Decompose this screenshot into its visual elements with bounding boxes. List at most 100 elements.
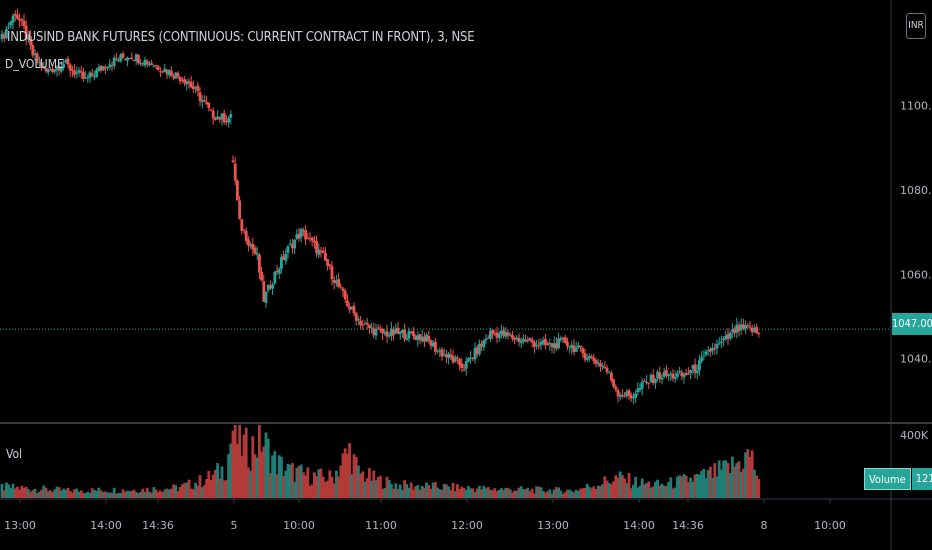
volume-bar xyxy=(724,460,728,498)
candle-body xyxy=(354,313,358,321)
volume-bar xyxy=(84,493,87,498)
volume-bar xyxy=(513,490,516,498)
candle-body xyxy=(601,365,604,367)
candle-body xyxy=(24,25,28,40)
candle-body xyxy=(165,70,169,75)
candle-body xyxy=(755,327,758,333)
volume-bar xyxy=(242,434,246,498)
volume-bar xyxy=(227,454,230,498)
volume-bar xyxy=(416,485,420,498)
volume-bar xyxy=(5,482,8,498)
candle-body xyxy=(308,237,312,239)
candle-body xyxy=(687,373,690,375)
candle-body xyxy=(88,72,92,78)
candle-body xyxy=(55,66,59,70)
candle-body xyxy=(522,338,525,342)
candle-body xyxy=(227,118,230,123)
volume-bar xyxy=(275,474,279,498)
volume-bar xyxy=(319,468,323,498)
candle-body xyxy=(2,34,6,39)
volume-bar xyxy=(700,470,703,498)
candle-body xyxy=(616,390,620,397)
candle-body xyxy=(412,331,415,336)
candle-body xyxy=(535,344,538,346)
volume-bar xyxy=(258,425,261,498)
volume-bar xyxy=(414,486,417,498)
candle-body xyxy=(596,362,600,365)
volume-bar xyxy=(57,487,61,498)
candle-body xyxy=(280,257,283,269)
volume-bar xyxy=(99,490,103,498)
volume-bar xyxy=(130,490,134,498)
candle-body xyxy=(669,373,673,375)
volume-bar xyxy=(667,482,670,498)
volume-bar xyxy=(387,480,391,498)
candle-body xyxy=(709,349,712,352)
currency-badge[interactable]: INR xyxy=(906,13,926,39)
volume-bar xyxy=(2,490,6,498)
volume-bar xyxy=(577,491,580,498)
candle-body xyxy=(398,331,402,334)
candle-body xyxy=(269,285,272,289)
chart-title: INDUSIND BANK FUTURES (CONTINUOUS: CURRE… xyxy=(7,30,475,45)
volume-bar xyxy=(253,454,257,498)
volume-bar xyxy=(720,469,723,498)
volume-bar xyxy=(638,486,642,498)
candle-body xyxy=(467,358,470,362)
candle-body xyxy=(106,67,109,69)
volume-bar xyxy=(750,450,754,498)
candle-body xyxy=(581,348,585,354)
volume-bar xyxy=(537,486,541,498)
candle-body xyxy=(350,306,354,310)
candle-body xyxy=(154,65,158,67)
candle-body xyxy=(288,243,292,245)
candle-body xyxy=(541,340,545,344)
volume-bar xyxy=(733,466,736,498)
volume-bar xyxy=(656,479,659,498)
candle-body xyxy=(264,291,268,303)
volume-bar xyxy=(482,485,486,498)
candle-body xyxy=(200,100,204,103)
volume-bar xyxy=(530,488,534,498)
candle-body xyxy=(49,69,52,71)
volume-bar xyxy=(24,486,28,498)
candle-body xyxy=(590,356,593,358)
candle-body xyxy=(13,13,17,17)
candle-body xyxy=(35,53,39,62)
volume-bar xyxy=(462,488,466,498)
volume-bar xyxy=(71,492,74,498)
volume-bar xyxy=(390,484,393,498)
volume-bar xyxy=(673,487,677,498)
volume-bar xyxy=(711,477,714,498)
candle-body xyxy=(9,21,13,26)
candle-body xyxy=(372,328,376,336)
candle-body xyxy=(506,332,510,336)
candle-body xyxy=(222,113,226,123)
volume-bar xyxy=(225,480,228,498)
volume-bar xyxy=(181,484,184,498)
candle-body xyxy=(420,336,424,342)
candle-body xyxy=(572,345,576,353)
candle-body xyxy=(46,69,50,73)
volume-bar xyxy=(409,482,413,498)
volume-bar xyxy=(500,488,503,498)
volume-label[interactable]: Vol xyxy=(6,447,23,461)
indicator-label[interactable]: D_VOLUME xyxy=(5,57,64,71)
volume-bar xyxy=(599,486,602,498)
candle-body xyxy=(744,325,747,329)
candle-body xyxy=(374,329,378,336)
volume-bar xyxy=(524,489,527,498)
volume-bar xyxy=(680,476,684,498)
candle-body xyxy=(698,360,701,371)
candle-body xyxy=(585,358,589,361)
volume-bar xyxy=(698,474,701,498)
volume-bar xyxy=(236,443,239,498)
volume-bar xyxy=(332,483,336,498)
volume-bar xyxy=(115,493,118,498)
candle-body xyxy=(511,334,514,339)
volume-bar xyxy=(112,487,116,498)
candle-body xyxy=(185,81,189,85)
candle-body xyxy=(231,160,235,162)
volume-bar xyxy=(277,455,281,498)
